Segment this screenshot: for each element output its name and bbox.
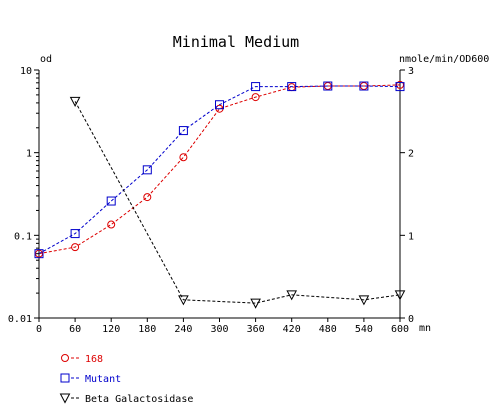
x-tick-label: 60 bbox=[69, 324, 81, 335]
data-point bbox=[287, 82, 297, 92]
data-point bbox=[142, 165, 152, 175]
legend-marker bbox=[60, 373, 70, 383]
legend-marker bbox=[59, 393, 71, 404]
data-point bbox=[286, 290, 298, 301]
x-tick-label: 0 bbox=[36, 324, 42, 335]
data-point bbox=[358, 295, 370, 306]
data-point bbox=[106, 196, 116, 206]
y2-tick-label: 2 bbox=[408, 149, 414, 160]
y-tick-label: 0.01 bbox=[8, 314, 32, 325]
x-tick-label: 600 bbox=[391, 324, 409, 335]
y-tick-label: 0.1 bbox=[14, 231, 32, 242]
y2-tick-label: 3 bbox=[408, 66, 414, 77]
x-tick-label: 300 bbox=[210, 324, 228, 335]
data-point bbox=[323, 81, 333, 91]
data-point bbox=[178, 126, 188, 136]
data-point bbox=[359, 81, 369, 91]
data-point bbox=[251, 93, 260, 102]
x-tick-label: 420 bbox=[283, 324, 301, 335]
data-point bbox=[71, 243, 80, 252]
series-line-0 bbox=[38, 84, 401, 255]
data-point bbox=[394, 290, 406, 301]
x-tick-label: 360 bbox=[247, 324, 265, 335]
y2-tick-label: 1 bbox=[408, 231, 414, 242]
data-point bbox=[34, 249, 44, 259]
legend-label: 168 bbox=[85, 354, 103, 365]
y2-tick-label: 0 bbox=[408, 314, 414, 325]
x-tick-label: 480 bbox=[319, 324, 337, 335]
series-line-1 bbox=[38, 85, 401, 255]
x-tick-label: 240 bbox=[174, 324, 192, 335]
data-point bbox=[179, 153, 188, 162]
x-tick-label: 180 bbox=[138, 324, 156, 335]
y-tick-label: 1 bbox=[26, 149, 32, 160]
data-point bbox=[215, 100, 224, 110]
chart-title: Minimal Medium bbox=[173, 33, 299, 51]
data-point bbox=[69, 96, 81, 107]
series-line-2 bbox=[74, 101, 401, 304]
y-axis-label: od bbox=[40, 54, 52, 65]
data-point bbox=[178, 295, 189, 306]
data-point bbox=[70, 229, 80, 239]
legend-marker bbox=[61, 354, 69, 362]
legend-label: Mutant bbox=[85, 374, 121, 385]
y2-axis-label: nmole/min/OD600 bbox=[399, 54, 489, 65]
data-point bbox=[143, 193, 152, 202]
data-point bbox=[395, 82, 405, 92]
data-point bbox=[251, 82, 261, 92]
x-tick-label: 120 bbox=[102, 324, 120, 335]
x-tick-label: 540 bbox=[355, 324, 373, 335]
y-tick-label: 10 bbox=[20, 66, 32, 77]
data-point bbox=[250, 298, 261, 309]
data-point bbox=[107, 220, 116, 229]
legend-label: Beta Galactosidase bbox=[85, 394, 193, 405]
x-axis-label: mn bbox=[419, 323, 431, 334]
